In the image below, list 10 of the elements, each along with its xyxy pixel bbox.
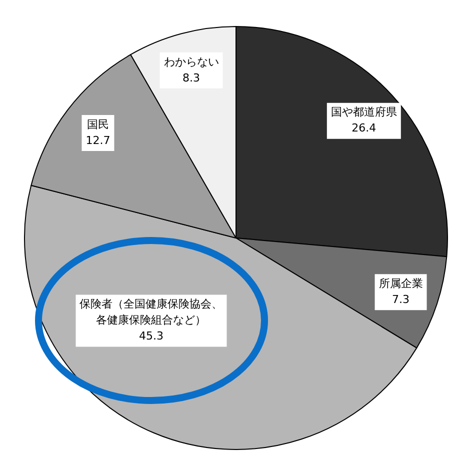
data-label: 12.7: [86, 134, 110, 147]
slice-label: 保険者（全国健康保険協会、各健康保険組合など）: [80, 298, 223, 327]
slice-label: 国や都道府県: [330, 106, 397, 119]
data-label: 7.3: [392, 292, 410, 306]
data-label: 8.3: [182, 71, 200, 84]
slice-label: 所属企業: [378, 276, 423, 290]
slice-label: 国民: [86, 118, 109, 131]
slice-label: わからない: [164, 55, 219, 68]
data-label: 26.4: [352, 122, 376, 135]
data-label: 45.3: [138, 330, 164, 343]
